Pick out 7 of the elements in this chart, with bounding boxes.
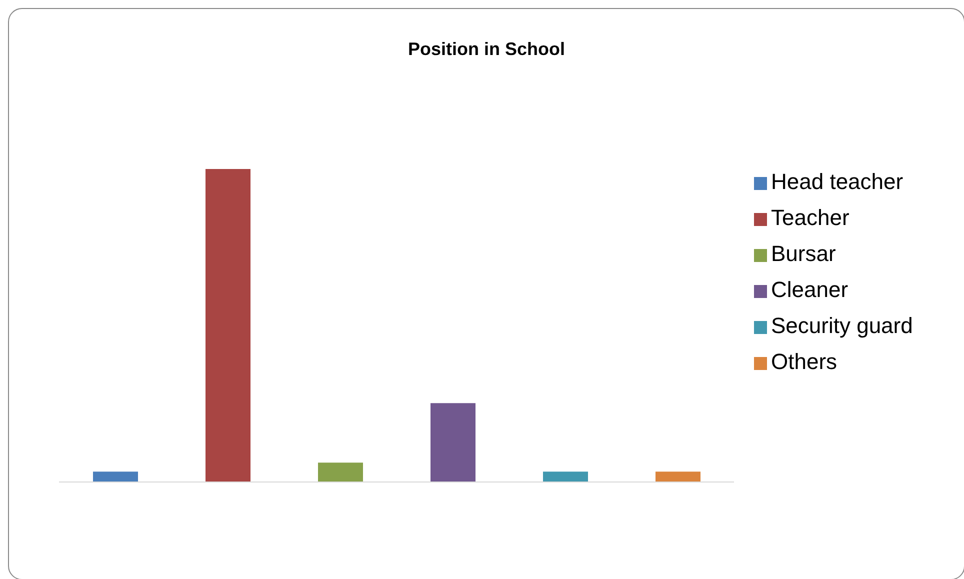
legend-label: Head teacher — [771, 169, 904, 194]
legend-label: Cleaner — [771, 277, 848, 302]
chart-title: Position in School — [407, 39, 566, 60]
legend-label: Others — [771, 349, 838, 374]
legend-label: Teacher — [771, 205, 850, 230]
legend-label: Security guard — [771, 313, 913, 338]
legend-label: Bursar — [771, 241, 836, 266]
